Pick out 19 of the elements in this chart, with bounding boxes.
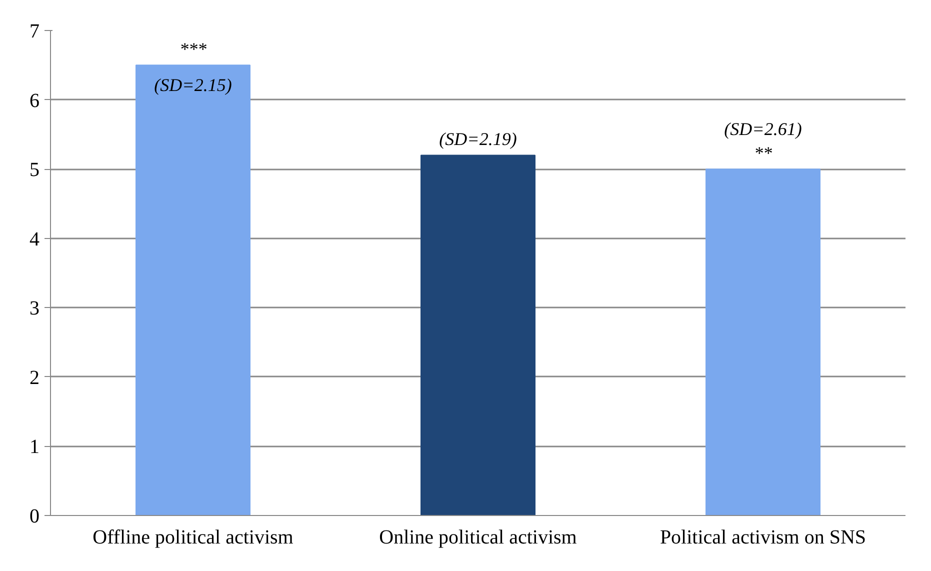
annotation: (SD=2.61) [724,119,802,140]
annotation: *** [180,39,206,60]
x-tick-label: Political activism on SNS [660,526,866,548]
x-tick-label: Offline political activism [92,526,294,548]
y-tick-label: 0 [30,506,40,528]
y-tick-label: 6 [30,90,40,112]
bar [706,168,820,516]
x-tick-label: Online political activism [379,526,578,548]
y-tick-label: 7 [30,20,40,42]
bar [420,154,536,516]
annotation: (SD=2.19) [439,129,517,150]
y-tick-label: 1 [30,436,40,458]
y-tick-label: 3 [30,298,40,320]
annotation: (SD=2.15) [154,75,232,96]
bar [136,64,250,516]
annotation: ** [754,143,772,164]
y-tick-label: 5 [30,159,40,182]
y-tick-label: 2 [30,366,40,389]
y-tick-label: 4 [30,228,40,250]
